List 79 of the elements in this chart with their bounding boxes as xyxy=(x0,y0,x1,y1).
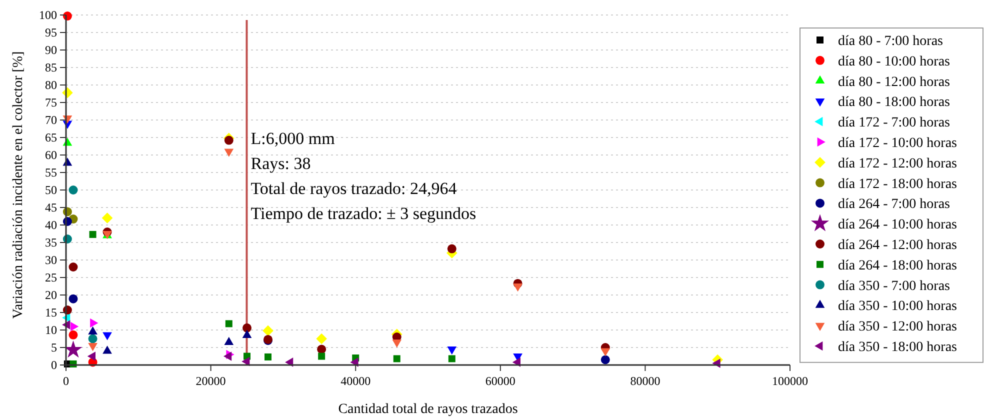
point xyxy=(513,284,522,292)
y-tick-label: 35 xyxy=(45,236,57,250)
y-tick-label: 50 xyxy=(45,183,57,197)
point xyxy=(68,294,78,304)
legend-label: día 80 - 18:00 horas xyxy=(838,95,950,110)
y-tick-label: 70 xyxy=(45,113,57,127)
point xyxy=(264,353,272,360)
point xyxy=(102,332,112,340)
legend-label: día 80 - 7:00 horas xyxy=(838,34,943,49)
legend-label: día 264 - 7:00 horas xyxy=(838,197,950,212)
annotation: Rays: 38 xyxy=(250,154,311,173)
legend-label: día 80 - 10:00 horas xyxy=(838,54,950,70)
legend-label: día 80 - 12:00 horas xyxy=(838,74,950,90)
legend-label: día 264 - 18:00 horas xyxy=(838,258,957,274)
legend-label: día 172 - 12:00 horas xyxy=(838,156,957,172)
y-tick-label: 65 xyxy=(45,130,57,144)
point xyxy=(317,344,326,354)
y-tick-label: 95 xyxy=(45,26,57,40)
y-tick-label: 15 xyxy=(45,306,57,320)
point xyxy=(88,326,98,334)
y-axis-title: Variación radiación incidente en el colector [%] xyxy=(11,51,26,319)
point xyxy=(88,334,98,344)
point xyxy=(224,136,234,145)
legend-label: día 264 - 10:00 horas xyxy=(838,218,957,233)
y-tick-label: 5 xyxy=(51,340,57,354)
point xyxy=(350,358,358,367)
point xyxy=(393,355,400,362)
y-tick-label: 55 xyxy=(45,166,57,180)
x-tick-label: 60000 xyxy=(485,374,516,388)
legend-label: día 350 - 10:00 horas xyxy=(838,299,957,314)
y-tick-label: 85 xyxy=(45,60,57,74)
legend-label: día 172 - 18:00 horas xyxy=(838,176,957,192)
y-tick-label: 40 xyxy=(45,218,57,232)
point xyxy=(102,212,113,224)
y-tick-label: 10 xyxy=(45,323,57,337)
point xyxy=(316,333,327,344)
x-tick-label: 20000 xyxy=(196,374,226,388)
x-tick-label: 100000 xyxy=(772,374,808,388)
point xyxy=(224,352,232,361)
point xyxy=(224,336,234,345)
point xyxy=(102,346,112,354)
point xyxy=(318,352,326,360)
annotation: Tiempo de trazado: ± 3 segundos xyxy=(250,204,476,223)
legend-label: día 350 - 18:00 horas xyxy=(838,340,957,355)
y-tick-label: 25 xyxy=(45,270,57,284)
point xyxy=(68,330,78,340)
legend-label: día 172 - 10:00 horas xyxy=(838,136,957,151)
y-tick-label: 0 xyxy=(51,358,57,372)
legend-label: día 264 - 12:00 horas xyxy=(838,238,957,253)
point xyxy=(448,355,456,362)
point xyxy=(68,262,78,272)
y-tick-label: 80 xyxy=(45,78,57,92)
y-tick-label: 30 xyxy=(45,253,57,267)
y-tick-label: 90 xyxy=(45,43,57,57)
annotation: L:6,000 mm xyxy=(250,129,335,148)
point xyxy=(87,352,96,361)
point xyxy=(600,348,610,356)
legend-label: día 350 - 7:00 horas xyxy=(838,278,950,294)
point xyxy=(242,323,252,332)
x-tick-label: 80000 xyxy=(630,374,660,388)
legend-label: día 172 - 7:00 horas xyxy=(838,116,950,131)
point xyxy=(89,230,96,238)
point xyxy=(262,325,274,336)
point xyxy=(447,244,456,254)
y-tick-label: 20 xyxy=(45,288,57,302)
y-tick-label: 60 xyxy=(45,148,57,162)
y-tick-label: 45 xyxy=(45,200,57,214)
point xyxy=(242,330,252,338)
y-tick-label: 75 xyxy=(45,96,57,110)
point xyxy=(68,186,78,194)
point xyxy=(225,320,232,328)
annotation: Total de rayos trazado: 24,964 xyxy=(250,179,458,198)
point xyxy=(224,148,234,157)
x-tick-label: 0 xyxy=(63,374,69,388)
y-tick-label: 100 xyxy=(39,8,57,22)
x-axis-title: Cantidad total de rayos trazados xyxy=(338,402,518,417)
legend-label: día 350 - 12:00 horas xyxy=(838,320,957,335)
point xyxy=(600,355,610,364)
x-tick-label: 40000 xyxy=(340,374,371,388)
